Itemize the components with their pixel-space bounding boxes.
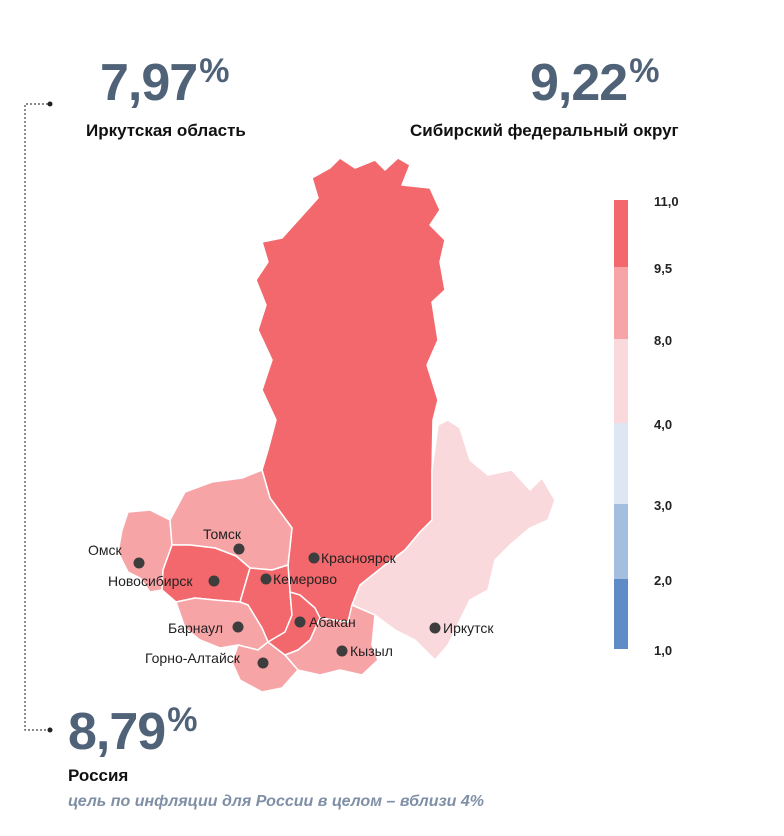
legend-swatch — [614, 200, 628, 267]
region-tyva — [284, 604, 379, 676]
legend-tick-label: 8,0 — [654, 333, 673, 348]
irkutsk-value-unit: % — [199, 52, 229, 90]
city-dot — [133, 557, 145, 569]
legend-swatch — [614, 504, 628, 579]
legend-tick-label: 2,0 — [654, 573, 673, 588]
russia-value-number: 8,79 — [68, 703, 166, 761]
russia-label: Россия — [68, 766, 129, 785]
legend-tick-label: 11,0 — [654, 194, 679, 209]
city-label: Барнаул — [168, 620, 223, 636]
siberia-value-unit: % — [629, 52, 659, 90]
city-label: Иркутск — [443, 620, 494, 636]
legend-swatch — [614, 579, 628, 649]
city-dot — [429, 622, 441, 634]
legend-tick-label: 1,0 — [654, 643, 673, 658]
legend-swatch — [614, 267, 628, 339]
city-label: Абакан — [309, 614, 356, 630]
city-dot — [294, 616, 306, 628]
irkutsk-label: Иркутская область — [86, 121, 246, 140]
city-dot — [336, 645, 348, 657]
siberia-inflation-value: 9,22% — [530, 52, 659, 112]
city-label: Томск — [203, 526, 242, 542]
city-label: Кемерово — [273, 571, 337, 587]
legend-tick-label: 3,0 — [654, 498, 673, 513]
city-dot — [257, 657, 269, 669]
legend-swatch — [614, 339, 628, 423]
legend-swatch — [614, 423, 628, 504]
city-label: Омск — [88, 542, 123, 558]
city-markers — [133, 543, 441, 669]
inflation-goal-note: цель по инфляции для России в целом – вб… — [68, 793, 485, 810]
russia-value-unit: % — [167, 701, 197, 739]
city-label: Кызыл — [350, 643, 393, 659]
city-dot — [308, 552, 320, 564]
legend-tick-label: 9,5 — [654, 261, 673, 276]
city-label: Красноярск — [321, 550, 397, 566]
region-irkutsk — [351, 419, 556, 661]
region-omsk — [117, 509, 173, 593]
city-labels: Омск Томск Новосибирск Кемерово Красноярск Ба… — [88, 526, 494, 666]
city-label: Горно-Алтайск — [145, 650, 241, 666]
irkutsk-inflation-value: 7,97% — [100, 52, 229, 112]
city-dot — [233, 543, 245, 555]
city-dot — [232, 621, 244, 633]
city-dot — [208, 575, 220, 587]
siberia-label: Сибирский федеральный округ — [410, 121, 679, 140]
city-dot — [260, 573, 272, 585]
siberia-value-number: 9,22 — [530, 54, 628, 112]
legend-tick-label: 4,0 — [654, 417, 673, 432]
russia-inflation-value: 8,79% — [68, 701, 197, 761]
city-label: Новосибирск — [108, 573, 193, 589]
irkutsk-value-number: 7,97 — [100, 54, 198, 112]
